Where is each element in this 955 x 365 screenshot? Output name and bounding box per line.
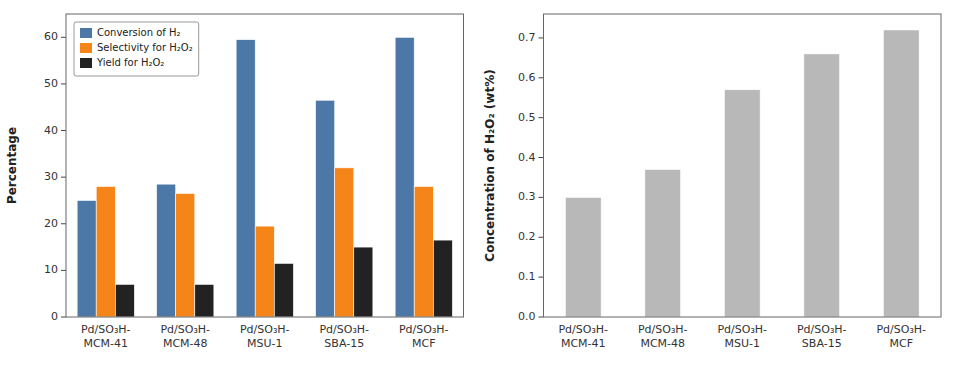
y-tick: [539, 77, 544, 78]
bar: [77, 200, 96, 317]
y-tick: [61, 83, 66, 84]
y-tick: [61, 270, 66, 271]
legend-swatch: [80, 43, 92, 53]
x-tick-label: Pd/SO₃H-MCF: [399, 323, 449, 350]
x-tick-label: Pd/SO₃H-SBA-15: [319, 323, 369, 350]
bar: [274, 263, 293, 317]
bar: [433, 240, 452, 317]
y-tick: [539, 117, 544, 118]
y-tick: [539, 37, 544, 38]
bar: [316, 100, 335, 317]
y-tick-label: 0.5: [518, 111, 536, 124]
y-tick-label: 0.3: [518, 190, 536, 203]
legend-label: Selectivity for H₂O₂: [97, 42, 193, 53]
y-tick-label: 0.0: [518, 310, 536, 323]
x-tick-label: Pd/SO₃H-MCM-41: [81, 323, 131, 350]
y-tick-label: 20: [44, 217, 58, 230]
plot-frame: [66, 14, 464, 317]
y-tick-label: 50: [44, 77, 58, 90]
y-tick: [539, 197, 544, 198]
y-tick-label: 0.7: [518, 31, 536, 44]
bar: [255, 226, 274, 317]
y-tick-label: 10: [44, 263, 58, 276]
x-tick-label: Pd/SO₃H-MCF: [876, 323, 926, 350]
bar: [645, 169, 681, 317]
y-tick-label: 0.4: [518, 151, 536, 164]
bar: [414, 186, 433, 317]
bar: [96, 186, 115, 317]
panel: 0.0 0.1 0.2 0.3 0.4 0.5 0.6 0.7 Concentration of…: [483, 14, 942, 350]
y-tick: [61, 317, 66, 318]
legend-label: Conversion of H₂: [97, 27, 181, 38]
y-tick: [539, 277, 544, 278]
x-axis: Pd/SO₃H-MCM-41 Pd/SO₃H-MCM-48 Pd/SO₃H-MSU-…: [558, 323, 926, 350]
plot-frame: [544, 14, 942, 317]
y-tick-label: 60: [44, 30, 58, 43]
x-tick-label: Pd/SO₃H-MCM-48: [160, 323, 210, 350]
bar: [804, 54, 840, 317]
y-tick: [539, 317, 544, 318]
x-axis: Pd/SO₃H-MCM-41 Pd/SO₃H-MCM-48 Pd/SO₃H-MSU-…: [81, 323, 449, 350]
x-tick-label: Pd/SO₃H-MSU-1: [240, 323, 290, 350]
bar: [195, 284, 214, 317]
bar: [335, 168, 354, 317]
figure: 0102030405060PercentagePd/SO₃H-MCM-41Pd/…: [0, 0, 955, 365]
y-tick-label: 40: [44, 124, 58, 137]
y-axis: 0.0 0.1 0.2 0.3 0.4 0.5 0.6 0.7: [518, 31, 544, 323]
bar: [724, 90, 760, 317]
bar: [395, 37, 414, 317]
x-tick-label: Pd/SO₃H-MCM-41: [558, 323, 608, 350]
y-axis-label: Percentage: [5, 127, 19, 204]
legend: Conversion of H₂ Selectivity for H₂O₂ Yiel…: [74, 22, 199, 76]
y-tick: [61, 177, 66, 178]
legend-label: Yield for H₂O₂: [96, 57, 164, 68]
y-tick: [539, 237, 544, 238]
x-tick-label: Pd/SO₃H-MCM-48: [638, 323, 688, 350]
bar: [176, 193, 195, 317]
bars: [77, 37, 452, 317]
y-tick-label: 0.2: [518, 230, 536, 243]
y-tick-label: 0.6: [518, 71, 536, 84]
y-axis: 0 10 20 30 40 50 60: [44, 30, 66, 323]
y-tick-label: 0: [51, 310, 58, 323]
y-tick: [61, 37, 66, 38]
bar: [157, 184, 176, 317]
y-tick-label: 0.1: [518, 270, 536, 283]
legend-swatch: [80, 58, 92, 68]
y-tick: [61, 223, 66, 224]
legend-box: [74, 22, 199, 76]
bar: [354, 247, 373, 317]
panel: 0102030405060PercentagePd/SO₃H-MCM-41Pd/…: [5, 14, 464, 350]
y-tick: [539, 157, 544, 158]
x-tick-label: Pd/SO₃H-SBA-15: [797, 323, 847, 350]
legend-swatch: [80, 28, 92, 38]
bar: [236, 40, 255, 317]
y-axis-label: Concentration of H₂O₂ (wt%): [483, 69, 497, 261]
bar: [115, 284, 134, 317]
bars: [565, 30, 919, 317]
x-tick-label: Pd/SO₃H-MSU-1: [717, 323, 767, 350]
y-tick-label: 30: [44, 170, 58, 183]
y-tick: [61, 130, 66, 131]
bar: [883, 30, 919, 317]
bar: [565, 197, 601, 317]
